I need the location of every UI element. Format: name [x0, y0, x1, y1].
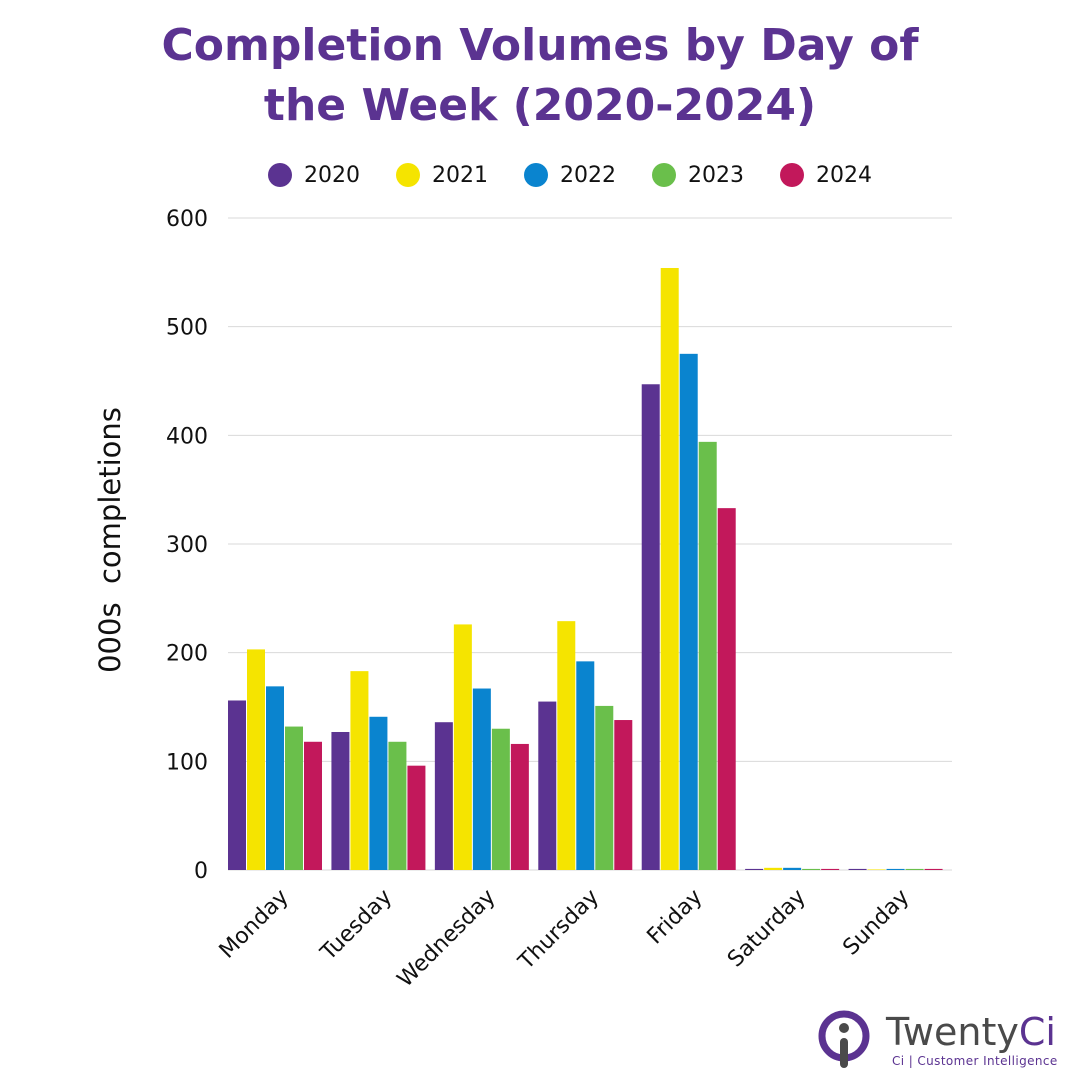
legend-item-2023[interactable]: 2023 — [652, 163, 744, 188]
bar-saturday-2021[interactable] — [764, 867, 783, 870]
x-tick-label: Sunday — [838, 885, 914, 961]
bar-friday-2022[interactable] — [679, 353, 698, 870]
x-tick-label: Wednesday — [393, 885, 501, 993]
legend-swatch-2021 — [396, 163, 420, 187]
bar-saturday-2022[interactable] — [783, 867, 802, 870]
brand-name: TwentyCi — [886, 1010, 1056, 1054]
bar-monday-2021[interactable] — [247, 649, 265, 870]
bar-sunday-2022[interactable] — [886, 868, 905, 870]
x-tick-label: Saturday — [723, 885, 811, 973]
chart-title: Completion Volumes by Day of the Week (2… — [140, 16, 940, 136]
bar-thursday-2021[interactable] — [557, 621, 576, 870]
bar-thursday-2023[interactable] — [595, 705, 614, 870]
x-tick-label: Tuesday — [315, 885, 397, 967]
legend: 2020 2021 2022 2023 2024 — [268, 158, 908, 192]
bar-tuesday-2020[interactable] — [331, 731, 350, 870]
bar-sunday-2023[interactable] — [905, 868, 924, 870]
x-tick-label: Thursday — [513, 885, 604, 976]
legend-label-2021: 2021 — [432, 162, 488, 188]
bar-friday-2024[interactable] — [717, 508, 736, 870]
y-tick-label: 300 — [166, 533, 208, 558]
chart-title-line-1: Completion Volumes by Day of — [161, 20, 919, 71]
bar-wednesday-2023[interactable] — [491, 728, 510, 870]
bar-saturday-2024[interactable] — [821, 868, 840, 870]
bar-chart: 0 100 200 300 400 500 600 Monday TuesdayWednesd… — [166, 207, 952, 993]
bar-monday-2024[interactable] — [304, 741, 322, 870]
legend-swatch-2024 — [780, 163, 804, 187]
twentyci-logo-mark-icon — [818, 1010, 870, 1068]
legend-label-2022: 2022 — [560, 162, 616, 188]
bar-monday-2023[interactable] — [285, 726, 303, 870]
bar-saturday-2020[interactable] — [745, 868, 764, 870]
legend-swatch-2023 — [652, 163, 676, 187]
x-tick-label: Friday — [643, 885, 708, 950]
legend-swatch-2020 — [268, 163, 292, 187]
y-tick-label: 100 — [166, 750, 208, 775]
legend-label-2020: 2020 — [304, 162, 360, 188]
bar-friday-2023[interactable] — [698, 441, 717, 870]
brand-name-part1: Twenty — [886, 1010, 1019, 1054]
brand-tagline: Ci | Customer Intelligence — [892, 1054, 1058, 1068]
y-tick-label: 500 — [166, 316, 208, 341]
bar-tuesday-2022[interactable] — [369, 716, 388, 870]
bar-monday-2022[interactable] — [266, 686, 284, 870]
bar-wednesday-2020[interactable] — [434, 722, 453, 870]
y-axis-ticks: 0 100 200 300 400 500 600 — [166, 207, 208, 884]
bar-tuesday-2021[interactable] — [350, 671, 369, 870]
chart-title-line-2: the Week (2020-2024) — [263, 80, 817, 131]
legend-swatch-2022 — [524, 163, 548, 187]
bar-wednesday-2021[interactable] — [453, 624, 472, 870]
bar-wednesday-2022[interactable] — [472, 688, 491, 870]
x-tick-label: Monday — [215, 885, 294, 964]
bar-tuesday-2023[interactable] — [388, 741, 407, 870]
twentyci-logo: TwentyCi Ci | Customer Intelligence — [816, 1006, 1066, 1072]
bar-saturday-2023[interactable] — [802, 868, 821, 870]
y-tick-label: 600 — [166, 207, 208, 232]
bar-friday-2021[interactable] — [660, 267, 679, 870]
bar-sunday-2020[interactable] — [848, 868, 867, 870]
bar-friday-2020[interactable] — [641, 384, 660, 870]
bar-sunday-2021[interactable] — [867, 869, 886, 870]
bars — [228, 267, 943, 870]
y-tick-label: 400 — [166, 424, 208, 449]
legend-label-2023: 2023 — [688, 162, 744, 188]
bar-thursday-2024[interactable] — [614, 720, 633, 870]
y-tick-label: 200 — [166, 642, 208, 667]
legend-label-2024: 2024 — [816, 162, 872, 188]
bar-sunday-2024[interactable] — [924, 868, 943, 870]
legend-item-2020[interactable]: 2020 — [268, 163, 360, 188]
brand-name-part2: Ci — [1018, 1010, 1056, 1054]
bar-thursday-2020[interactable] — [538, 701, 557, 870]
legend-item-2022[interactable]: 2022 — [524, 163, 616, 188]
bar-monday-2020[interactable] — [228, 700, 246, 870]
bar-thursday-2022[interactable] — [576, 661, 595, 870]
bar-tuesday-2024[interactable] — [407, 765, 426, 870]
bar-wednesday-2024[interactable] — [510, 743, 529, 870]
legend-item-2024[interactable]: 2024 — [780, 163, 872, 188]
legend-item-2021[interactable]: 2021 — [396, 163, 488, 188]
y-tick-label: 0 — [194, 859, 208, 884]
